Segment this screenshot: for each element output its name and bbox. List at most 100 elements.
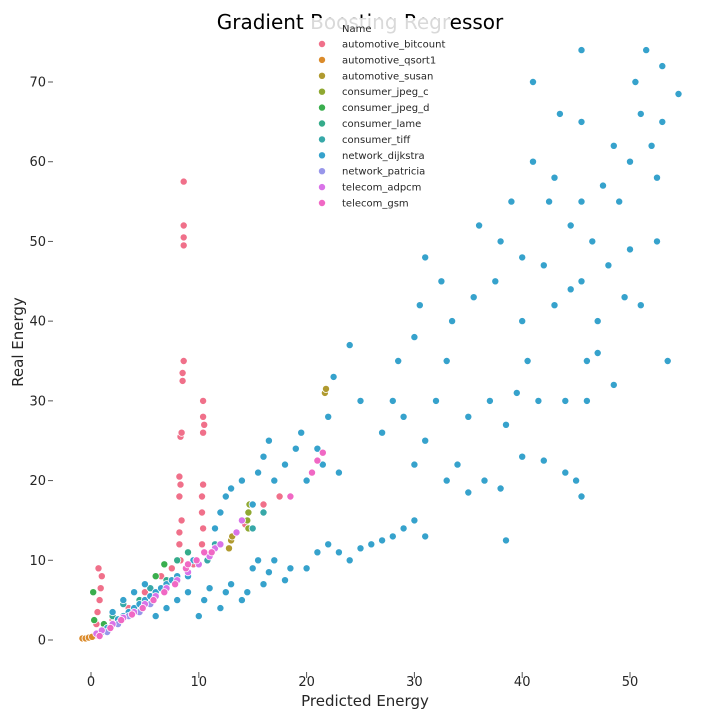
data-point	[663, 356, 672, 365]
legend-title: Name	[342, 24, 372, 35]
data-point	[179, 356, 188, 365]
data-point	[160, 588, 169, 597]
data-point	[399, 524, 408, 533]
data-point	[631, 78, 640, 87]
data-point	[224, 544, 233, 553]
data-point	[356, 396, 365, 405]
data-point	[496, 237, 505, 246]
legend-marker	[317, 40, 326, 49]
data-point	[318, 448, 327, 457]
legend-marker	[317, 135, 326, 144]
data-point	[270, 556, 279, 565]
data-point	[421, 253, 430, 262]
data-point	[647, 141, 656, 150]
data-point	[248, 524, 257, 533]
data-point	[264, 436, 273, 445]
legend-label: telecom_adpcm	[342, 183, 421, 194]
legend-marker	[317, 55, 326, 64]
data-point	[151, 612, 160, 621]
data-point	[221, 492, 230, 501]
data-point	[199, 412, 208, 421]
data-point	[464, 412, 473, 421]
legend-label: consumer_jpeg_d	[342, 103, 429, 114]
data-point	[178, 368, 187, 377]
data-point	[106, 624, 115, 633]
data-point	[117, 616, 126, 625]
series-automotive_susan	[224, 384, 330, 553]
data-point	[329, 372, 338, 381]
data-point	[577, 117, 586, 126]
data-point	[177, 516, 186, 525]
data-point	[216, 604, 225, 613]
x-axis: 0 10 20 30 40 50	[87, 672, 638, 690]
data-point	[94, 564, 103, 573]
data-point	[410, 516, 419, 525]
data-point	[388, 532, 397, 541]
data-point	[518, 317, 527, 326]
series-consumer_lame	[108, 548, 192, 621]
data-point	[642, 46, 651, 55]
data-point	[179, 241, 188, 250]
data-point	[259, 508, 268, 517]
legend-marker	[317, 183, 326, 192]
data-point	[280, 576, 289, 585]
data-point	[194, 612, 203, 621]
data-point	[577, 492, 586, 501]
data-point	[421, 436, 430, 445]
data-point	[179, 233, 188, 242]
data-point	[259, 580, 268, 589]
data-point	[199, 480, 208, 489]
data-point	[604, 261, 613, 270]
data-point	[636, 109, 645, 118]
data-point	[146, 584, 155, 593]
data-point	[550, 301, 559, 310]
data-point	[410, 460, 419, 469]
data-point	[175, 528, 184, 537]
data-point	[175, 540, 184, 549]
data-point	[119, 596, 128, 605]
data-point	[97, 572, 106, 581]
data-point	[626, 157, 635, 166]
data-point	[254, 468, 263, 477]
data-point	[620, 293, 629, 302]
data-point	[431, 396, 440, 405]
legend-label: consumer_tiff	[342, 135, 411, 146]
x-tick-label: 30	[406, 675, 423, 690]
data-point	[130, 588, 139, 597]
y-tick-label: 60	[29, 155, 46, 170]
data-point	[248, 500, 257, 509]
data-point	[378, 428, 387, 437]
data-point	[197, 540, 206, 549]
series-consumer_tiff	[119, 508, 268, 609]
legend-marker	[317, 198, 326, 207]
data-point	[561, 468, 570, 477]
data-point	[324, 412, 333, 421]
legend-marker	[317, 119, 326, 128]
y-axis: 0 10 20 30 40 50 60 70	[29, 76, 53, 649]
data-point	[469, 293, 478, 302]
data-point	[566, 285, 575, 294]
data-point	[507, 197, 516, 206]
data-point	[192, 556, 201, 565]
data-point	[178, 376, 187, 385]
data-point	[626, 245, 635, 254]
data-point	[177, 428, 186, 437]
data-point	[593, 348, 602, 357]
data-point	[313, 548, 322, 557]
data-point	[96, 584, 105, 593]
data-point	[171, 580, 180, 589]
data-point	[248, 564, 257, 573]
data-point	[259, 500, 268, 509]
data-point	[577, 197, 586, 206]
data-point	[658, 117, 667, 126]
data-point	[302, 564, 311, 573]
data-point	[572, 476, 581, 485]
x-tick-label: 20	[298, 675, 315, 690]
data-point	[437, 277, 446, 286]
data-point	[89, 588, 98, 597]
data-point	[90, 616, 99, 625]
legend-label: telecom_gsm	[342, 199, 409, 210]
data-point	[442, 476, 451, 485]
data-point	[658, 62, 667, 71]
data-point	[138, 604, 147, 613]
